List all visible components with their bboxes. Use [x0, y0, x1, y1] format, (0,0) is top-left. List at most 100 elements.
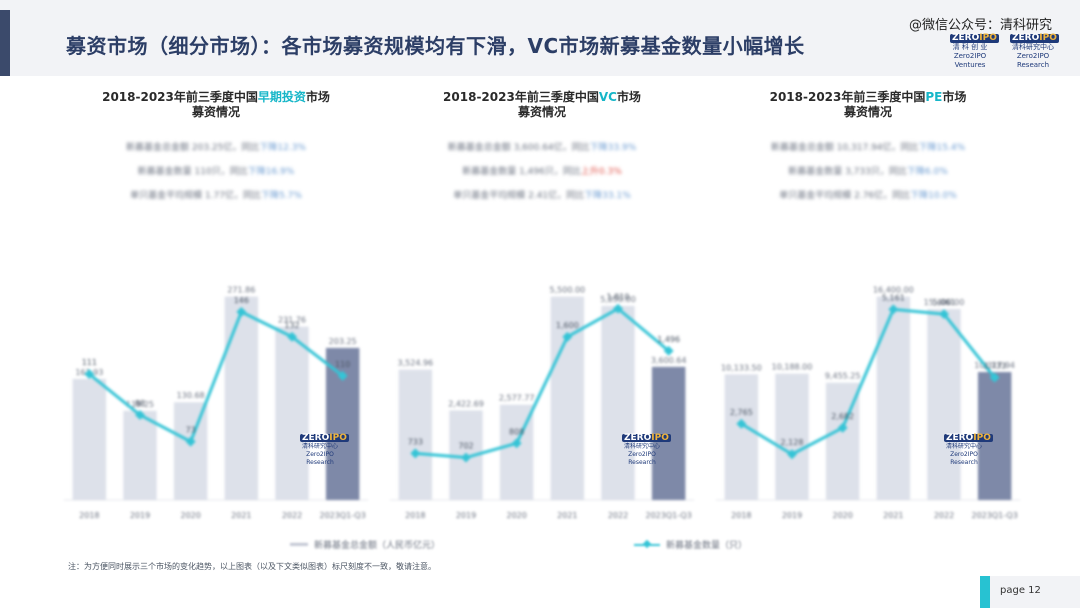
count-value-label: 2,682	[831, 412, 854, 421]
header-background	[0, 0, 1080, 76]
count-value-label: 110	[335, 360, 350, 369]
page-title: 募资市场（细分市场）：各市场募资规模均有下滑，VC市场新募基金数量小幅增长	[66, 34, 805, 58]
bar-value-label: 119.25	[126, 400, 154, 409]
summary-line-count: 新募基金数量 3,733只，同比下降6.0%	[788, 167, 948, 177]
count-value-label: 808	[509, 427, 524, 436]
summary-line-average: 单只基金平均规模 2.41亿，同比下降33.1%	[453, 191, 631, 201]
bar-value-label: 5,500.00	[550, 286, 586, 295]
x-tick-label: 2019	[130, 511, 150, 520]
x-tick-label: 2022	[608, 511, 628, 520]
x-tick-label: 2023Q1-Q3	[972, 511, 1018, 520]
bar-value-label: 231.76	[278, 316, 306, 325]
count-point	[135, 410, 145, 420]
bar	[876, 296, 911, 500]
chart-logo-stamp: ZEROIPO 清科研究中心 Zero2IPO Research	[944, 433, 993, 466]
chart-plot: 3,524.96 2018 2,422.69 2019 2,577.77 2020 5,50…	[390, 286, 694, 520]
summary-line-amount: 新募基金总金额 3,600.64亿，同比下降33.9%	[447, 143, 637, 153]
summary-line-count: 新募基金数量 1,496只，同比上升0.3%	[462, 167, 622, 177]
legend-bar: 新募基金总金额（人民币亿元）	[290, 538, 440, 551]
bar-value-label: 203.25	[329, 337, 357, 346]
watermark-text: @微信公众号：清科研究	[908, 18, 1052, 33]
count-value-label: 5,161	[882, 293, 905, 302]
x-tick-label: 2022	[934, 511, 954, 520]
legend-line-swatch	[634, 543, 660, 546]
count-value-label: 3,733	[983, 362, 1006, 371]
panel-title: 2018-2023年前三季度中国PE市场 募资情况	[769, 90, 967, 119]
summary-line-amount: 新募基金总金额 10,317.94亿，同比下降15.4%	[770, 143, 966, 153]
panel-title: 2018-2023年前三季度中国VC市场 募资情况	[443, 90, 641, 119]
summary-line-count: 新募基金数量 110只，同比下降16.9%	[137, 167, 295, 177]
panel-summary: 新募基金总金额 10,317.94亿，同比下降15.4% 新募基金数量 3,73…	[708, 136, 1028, 208]
x-tick-label: 2023Q1-Q3	[646, 511, 692, 520]
chart-logo-stamp: ZEROIPO 清科研究中心 Zero2IPO Research	[300, 433, 349, 466]
bar	[123, 410, 157, 500]
zero2ipo-research-logo: ZEROIPO 清科研究中心 Zero2IPO Research	[1010, 33, 1059, 69]
panel-pe: 2018-2023年前三季度中国PE市场 募资情况 新募基金总金额 10,317…	[708, 90, 1028, 530]
bar	[601, 305, 635, 500]
count-line	[740, 307, 996, 456]
legend-line: 新募基金数量（只）	[634, 538, 747, 551]
page-number-accent	[980, 576, 990, 608]
x-tick-label: 2019	[456, 511, 476, 520]
header-accent-bar	[0, 10, 10, 76]
bar	[224, 296, 259, 500]
x-tick-label: 2023Q1-Q3	[320, 511, 366, 520]
chart-plot: 161.932018119.252019130.682020271.862021…	[64, 286, 368, 520]
bar-value-label: 10,133.50	[721, 363, 762, 372]
x-tick-label: 2018	[731, 511, 751, 520]
count-value-label: 111	[82, 358, 97, 367]
page-number-box	[980, 576, 1080, 608]
panel-summary: 新募基金总金额 3,600.64亿，同比下降33.9% 新募基金数量 1,496…	[382, 136, 702, 208]
legend-line-label: 新募基金数量（只）	[666, 541, 748, 551]
x-tick-label: 2019	[782, 511, 802, 520]
count-value-label: 702	[458, 442, 473, 451]
bar-value-label: 9,455.25	[825, 372, 861, 381]
bar-value-label: 130.68	[177, 391, 205, 400]
bar	[275, 326, 309, 500]
bar	[398, 369, 433, 500]
footnote: 注：为方便同时展示三个市场的变化趋势，以上图表（以及下文类似图表）标尺刻度不一致…	[68, 562, 436, 571]
count-line	[415, 307, 670, 460]
x-tick-label: 2021	[883, 511, 903, 520]
bar-value-label: 5,250.00	[600, 295, 636, 304]
x-tick-label: 2022	[282, 511, 302, 520]
bar	[72, 378, 107, 500]
summary-line-average: 单只基金平均规模 2.76亿，同比下降10.0%	[779, 191, 957, 201]
count-value-label: 73	[186, 426, 196, 435]
chart-plot: 10,133.50 2018 10,188.00 2019 9,455.25 2020 16…	[716, 286, 1020, 520]
count-value-label: 146	[234, 296, 249, 305]
panel-title: 2018-2023年前三季度中国早期投资市场 募资情况	[102, 90, 330, 119]
count-point	[613, 303, 623, 314]
bar	[927, 309, 961, 500]
count-point	[84, 369, 95, 380]
count-value-label: 2,128	[781, 438, 804, 447]
count-value-label: 5,061	[933, 298, 956, 307]
bar-value-label: 2,577.77	[499, 394, 535, 403]
bar-value-label: 10,317.94	[974, 361, 1015, 370]
x-tick-label: 2020	[506, 511, 526, 520]
count-value-label: 1,810	[607, 293, 630, 302]
count-value-label: 1,600	[556, 321, 579, 330]
bar-value-label: 3,524.96	[398, 359, 434, 368]
bar	[173, 402, 208, 500]
summary-line-amount: 新募基金总金额 203.25亿，同比下降12.3%	[126, 143, 306, 153]
x-tick-label: 2018	[405, 511, 425, 520]
bar-value-label: 3,600.64	[651, 356, 687, 365]
count-value-label: 1,496	[657, 335, 680, 344]
count-value-label: 88	[135, 399, 145, 408]
bar-value-label: 15,400.00	[924, 298, 965, 307]
bar-value-label: 2,422.69	[448, 399, 484, 408]
page-number: page 12	[1000, 585, 1041, 596]
bar-value-label: 10,188.00	[772, 363, 813, 372]
x-tick-label: 2020	[180, 511, 200, 520]
bar-value-label: 16,400.00	[873, 286, 914, 295]
chart-logo-stamp: ZEROIPO 清科研究中心 Zero2IPO Research	[622, 433, 671, 466]
chart-pe: 10,133.50 2018 10,188.00 2019 9,455.25 2020 16…	[716, 286, 1020, 520]
chart-vc: 3,524.96 2018 2,422.69 2019 2,577.77 2020 5,50…	[390, 286, 694, 520]
count-value-label: 2,765	[730, 408, 753, 417]
chart-early-stage: 161.932018119.252019130.682020271.862021…	[64, 286, 368, 520]
panel-vc: 2018-2023年前三季度中国VC市场 募资情况 新募基金总金额 3,600.…	[382, 90, 702, 530]
x-tick-label: 2020	[832, 511, 852, 520]
count-value-label: 733	[408, 437, 423, 446]
x-tick-label: 2021	[557, 511, 577, 520]
